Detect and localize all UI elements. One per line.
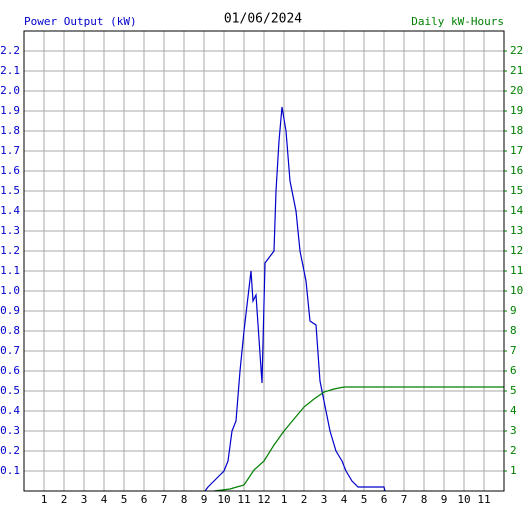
x-tick-label: 10	[457, 493, 470, 506]
y2-tick-label: 14	[510, 204, 524, 217]
y2-tick-label: 4	[510, 404, 517, 417]
y-tick-label: 1.2	[0, 244, 20, 257]
y-tick-label: 2.2	[0, 44, 20, 57]
y-tick-label: 1.7	[0, 144, 20, 157]
x-tick-label: 9	[441, 493, 448, 506]
y-tick-label: 1.8	[0, 124, 20, 137]
x-tick-label: 6	[141, 493, 148, 506]
y2-tick-label: 17	[510, 144, 523, 157]
x-tick-label: 12	[257, 493, 270, 506]
y-tick-label: 1.5	[0, 184, 20, 197]
x-tick-label: 1	[281, 493, 288, 506]
y-tick-label: 1.4	[0, 204, 20, 217]
x-tick-label: 11	[237, 493, 250, 506]
x-tick-label: 3	[81, 493, 88, 506]
y2-tick-label: 8	[510, 324, 517, 337]
series-line	[204, 106, 386, 492]
y-tick-label: 2.0	[0, 84, 20, 97]
y-tick-label: 0.2	[0, 444, 20, 457]
y2-tick-label: 7	[510, 344, 517, 357]
y2-tick-label: 6	[510, 364, 517, 377]
y-tick-label: 0.7	[0, 344, 20, 357]
x-tick-label: 7	[401, 493, 408, 506]
y-tick-label: 0.9	[0, 304, 20, 317]
x-tick-label: 1	[41, 493, 48, 506]
x-tick-label: 7	[161, 493, 168, 506]
y-tick-label: 1.1	[0, 264, 20, 277]
x-tick-label: 8	[181, 493, 188, 506]
y2-tick-label: 5	[510, 384, 517, 397]
x-tick-label: 5	[121, 493, 128, 506]
y2-tick-label: 11	[510, 264, 523, 277]
y-tick-label: 0.3	[0, 424, 20, 437]
x-tick-label: 4	[341, 493, 348, 506]
y2-tick-label: 21	[510, 64, 523, 77]
x-tick-label: 8	[421, 493, 428, 506]
y2-tick-label: 16	[510, 164, 523, 177]
y-tick-label: 0.8	[0, 324, 20, 337]
y-tick-label: 0.4	[0, 404, 20, 417]
y2-tick-label: 18	[510, 124, 523, 137]
y2-tick-label: 1	[510, 464, 517, 477]
y-tick-label: 2.1	[0, 64, 20, 77]
x-tick-label: 4	[101, 493, 108, 506]
y-tick-label: 1.3	[0, 224, 20, 237]
x-tick-label: 2	[301, 493, 308, 506]
marks	[204, 106, 504, 492]
y2-tick-label: 12	[510, 244, 523, 257]
series-line	[213, 386, 504, 492]
x-tick-label: 2	[61, 493, 68, 506]
y2-tick-label: 15	[510, 184, 523, 197]
y2-axis-label: Daily kW-Hours	[411, 15, 504, 28]
y-tick-label: 1.6	[0, 164, 20, 177]
y-tick-label: 1.0	[0, 284, 20, 297]
y2-tick-label: 9	[510, 304, 517, 317]
y-tick-label: 1.9	[0, 104, 20, 117]
y2-tick-label: 19	[510, 104, 523, 117]
x-tick-label: 3	[321, 493, 328, 506]
y2-tick-label: 13	[510, 224, 523, 237]
y2-tick-label: 20	[510, 84, 523, 97]
x-tick-label: 6	[381, 493, 388, 506]
x-tick-label: 5	[361, 493, 368, 506]
y-tick-label: 0.6	[0, 364, 20, 377]
x-tick-label: 9	[201, 493, 208, 506]
chart-title: 01/06/2024	[224, 12, 302, 27]
y-axis-label: Power Output (kW)	[24, 15, 137, 28]
x-tick-label: 10	[217, 493, 230, 506]
y-tick-label: 0.5	[0, 384, 20, 397]
y2-tick-label: 3	[510, 424, 517, 437]
y2-tick-label: 22	[510, 44, 523, 57]
x-tick-label: 11	[477, 493, 490, 506]
plot-border	[23, 30, 505, 492]
y2-tick-label: 2	[510, 444, 517, 457]
y-tick-label: 0.1	[0, 464, 20, 477]
y2-tick-label: 10	[510, 284, 523, 297]
